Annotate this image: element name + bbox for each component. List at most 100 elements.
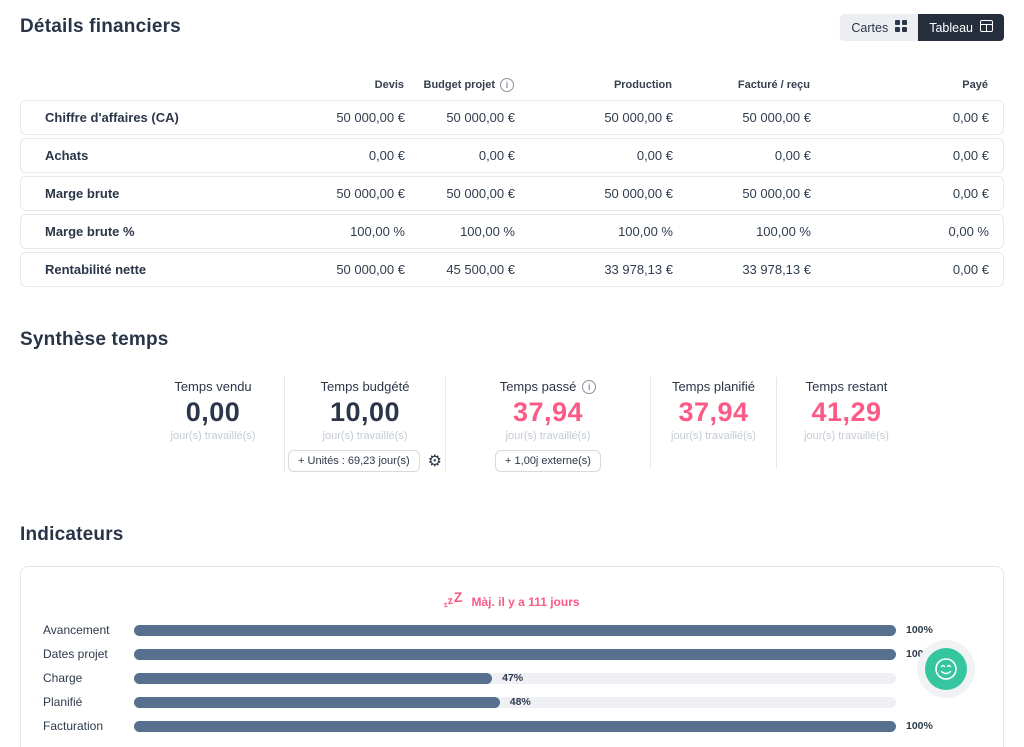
- cell-value: 50 000,00 €: [531, 110, 689, 125]
- indicator-label: Charge: [43, 671, 134, 685]
- external-days-badge[interactable]: + 1,00j externe(s): [495, 450, 601, 472]
- progress-percent-label: 100%: [906, 720, 933, 732]
- cell-value: 100,00 %: [421, 224, 531, 239]
- units-badge[interactable]: + Unités : 69,23 jour(s): [288, 450, 420, 472]
- indicator-label: Avancement: [43, 623, 134, 637]
- last-update-text: Màj. il y a 111 jours: [472, 595, 580, 609]
- cell-value: 0,00 €: [689, 148, 827, 163]
- time-card-temps-budgete: Temps budgété 10,00 jour(s) travaillé(s)…: [284, 377, 445, 472]
- table-view-button[interactable]: Tableau: [918, 14, 1004, 41]
- progress-percent-label: 48%: [510, 696, 531, 708]
- progress-bar-fill: [134, 697, 500, 708]
- time-card-temps-planifie: Temps planifié 37,94 jour(s) travaillé(s…: [650, 377, 776, 469]
- column-header-facture-recu: Facturé / reçu: [688, 79, 826, 91]
- gear-icon[interactable]: ⚙: [428, 453, 442, 469]
- info-icon[interactable]: i: [500, 78, 514, 92]
- cell-value: 0,00 €: [827, 262, 1005, 277]
- cell-value: 100,00 %: [689, 224, 827, 239]
- cell-value: 33 978,13 €: [531, 262, 689, 277]
- column-header-paye: Payé: [826, 79, 1004, 91]
- cell-value: 50 000,00 €: [689, 186, 827, 201]
- table-row-marge-brute-pct: Marge brute % 100,00 % 100,00 % 100,00 %…: [20, 214, 1004, 249]
- time-card-label: Temps budgété: [285, 379, 445, 394]
- time-card-value: 10,00: [285, 397, 445, 428]
- time-card-temps-restant: Temps restant 41,29 jour(s) travaillé(s): [776, 377, 916, 469]
- time-card-value: 37,94: [446, 397, 650, 428]
- time-card-temps-vendu: Temps vendu 0,00 jour(s) travaillé(s): [142, 377, 284, 469]
- indicators-card: zzZ Màj. il y a 111 jours Avancement 100…: [20, 566, 1004, 747]
- cell-value: 50 000,00 €: [531, 186, 689, 201]
- cell-value: 0,00 €: [321, 148, 421, 163]
- time-card-label: Temps restant: [777, 379, 916, 394]
- time-card-label: Temps passé i: [446, 379, 650, 394]
- progress-bar-fill: [134, 649, 896, 660]
- cell-value: 50 000,00 €: [321, 186, 421, 201]
- progress-bar-track: 100%: [134, 649, 896, 660]
- time-card-unit: jour(s) travaillé(s): [651, 430, 776, 442]
- cell-value: 100,00 %: [321, 224, 421, 239]
- time-summary-cards: Temps vendu 0,00 jour(s) travaillé(s) Te…: [142, 377, 1004, 472]
- financial-table-header: Devis Budget projeti Production Facturé …: [20, 78, 1004, 92]
- column-header-production: Production: [530, 79, 688, 91]
- time-card-unit: jour(s) travaillé(s): [446, 430, 650, 442]
- cell-value: 50 000,00 €: [421, 186, 531, 201]
- view-toggle: Cartes Tableau: [840, 14, 1004, 41]
- cell-value: 33 978,13 €: [689, 262, 827, 277]
- financial-dashboard-page: Détails financiers Cartes Tableau Devis …: [0, 0, 1024, 747]
- mood-feedback-button[interactable]: [917, 640, 975, 698]
- table-row-achats: Achats 0,00 € 0,00 € 0,00 € 0,00 € 0,00 …: [20, 138, 1004, 173]
- time-summary-section-title: Synthèse temps: [20, 329, 1004, 351]
- column-header-devis: Devis: [320, 79, 420, 91]
- table-row-marge-brute: Marge brute 50 000,00 € 50 000,00 € 50 0…: [20, 176, 1004, 211]
- table-button-label: Tableau: [929, 21, 973, 35]
- cell-value: 0,00 €: [531, 148, 689, 163]
- cards-grid-icon: [895, 20, 907, 35]
- indicator-row-avancement: Avancement 100%: [43, 618, 981, 642]
- cell-value: 50 000,00 €: [321, 110, 421, 125]
- column-header-budget-projet: Budget projeti: [420, 78, 530, 92]
- progress-percent-label: 47%: [502, 672, 523, 684]
- indicator-label: Planifié: [43, 695, 134, 709]
- cell-value: 0,00 €: [827, 110, 1005, 125]
- time-card-temps-passe: Temps passé i 37,94 jour(s) travaillé(s)…: [445, 377, 650, 472]
- indicators-section-title: Indicateurs: [20, 524, 1004, 546]
- cell-value: 45 500,00 €: [421, 262, 531, 277]
- time-card-value: 37,94: [651, 397, 776, 428]
- table-row-rentabilite-nette: Rentabilité nette 50 000,00 € 45 500,00 …: [20, 252, 1004, 287]
- indicator-row-facturation: Facturation 100%: [43, 714, 981, 738]
- cell-value: 0,00 %: [827, 224, 1005, 239]
- progress-bar-track: 48%: [134, 697, 896, 708]
- time-card-value: 41,29: [777, 397, 916, 428]
- cell-value: 50 000,00 €: [421, 110, 531, 125]
- financial-table: Devis Budget projeti Production Facturé …: [20, 78, 1004, 287]
- progress-percent-label: 100%: [906, 624, 933, 636]
- last-update-note: zzZ Màj. il y a 111 jours: [43, 589, 981, 609]
- cell-value: 50 000,00 €: [689, 110, 827, 125]
- cards-view-button[interactable]: Cartes: [840, 14, 918, 41]
- cards-button-label: Cartes: [851, 21, 888, 35]
- indicator-label: Facturation: [43, 719, 134, 733]
- indicator-row-planifie: Planifié 48%: [43, 690, 981, 714]
- cell-value: 50 000,00 €: [321, 262, 421, 277]
- indicator-label: Dates projet: [43, 647, 134, 661]
- time-card-label: Temps planifié: [651, 379, 776, 394]
- time-card-label: Temps vendu: [142, 379, 284, 394]
- cell-value: 0,00 €: [421, 148, 531, 163]
- time-card-value: 0,00: [142, 397, 284, 428]
- cell-value: 0,00 €: [827, 186, 1005, 201]
- row-label: Rentabilité nette: [21, 262, 321, 277]
- row-label: Marge brute %: [21, 224, 321, 239]
- cell-value: 0,00 €: [827, 148, 1005, 163]
- cell-value: 100,00 %: [531, 224, 689, 239]
- time-card-unit: jour(s) travaillé(s): [142, 430, 284, 442]
- smiley-face-icon: [925, 648, 967, 690]
- row-label: Chiffre d'affaires (CA): [21, 110, 321, 125]
- progress-bar-fill: [134, 625, 896, 636]
- progress-bar-track: 47%: [134, 673, 896, 684]
- time-card-unit: jour(s) travaillé(s): [777, 430, 916, 442]
- indicator-row-charge: Charge 47%: [43, 666, 981, 690]
- row-label: Achats: [21, 148, 321, 163]
- sleep-zzz-icon: zzZ: [444, 598, 462, 609]
- table-row-chiffre-affaires: Chiffre d'affaires (CA) 50 000,00 € 50 0…: [20, 100, 1004, 135]
- info-icon[interactable]: i: [582, 380, 596, 394]
